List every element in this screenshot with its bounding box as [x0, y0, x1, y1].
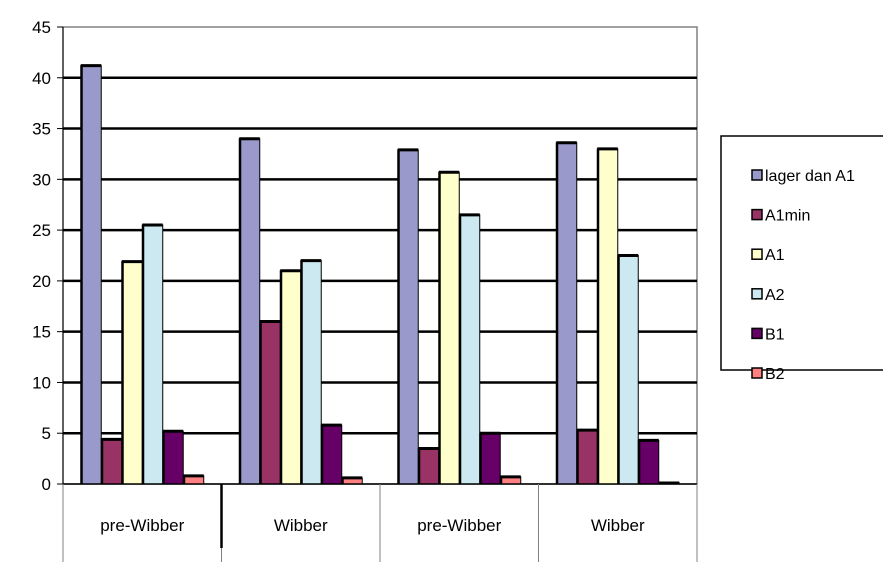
y-tick-label: 15 [32, 323, 51, 342]
y-tick-label: 40 [32, 69, 51, 88]
x-category-label: pre-Wibber [417, 516, 501, 535]
plot-area [62, 26, 698, 485]
bar-lager-dan-a1-2 [238, 138, 261, 485]
legend-box [720, 135, 883, 371]
bar-a1min-4 [576, 429, 598, 485]
legend-swatch [751, 169, 763, 181]
legend-swatch [751, 367, 763, 379]
y-tick-label: 0 [42, 475, 51, 494]
bar-a2-3 [458, 214, 481, 485]
y-tick-label: 20 [32, 272, 51, 291]
bar-b1-2 [320, 424, 343, 485]
bar-b1-1 [162, 430, 184, 485]
y-tick-label: 10 [32, 373, 51, 392]
bars [80, 64, 680, 485]
legend-label: B2 [765, 366, 785, 383]
bar-lager-dan-a1-4 [555, 142, 578, 485]
y-axis-tick-labels: 0 5 10 15 20 25 30 35 40 45 [32, 18, 51, 494]
legend-label: lager dan A1 [765, 168, 855, 185]
bar-a1min-2 [259, 321, 281, 485]
legend-swatch [751, 288, 763, 300]
bar-a2-4 [617, 255, 639, 485]
y-tick-label: 5 [42, 424, 51, 443]
y-tick-label: 30 [32, 170, 51, 189]
bar-a1-3 [438, 171, 460, 485]
x-category-label: Wibber [274, 516, 328, 535]
bar-a1-1 [121, 261, 143, 485]
y-tick-label: 25 [32, 221, 51, 240]
legend: lager dan A1 A1min A1 A2 B1 B2 [720, 135, 883, 383]
x-category-label: pre-Wibber [100, 516, 184, 535]
x-category-label: Wibber [591, 516, 645, 535]
legend-swatch [751, 248, 763, 260]
bar-a1min-3 [417, 447, 440, 485]
bar-a1-4 [596, 148, 619, 485]
x-axis-category-labels: pre-Wibber Wibber pre-Wibber Wibber [100, 516, 645, 535]
bar-b1-3 [479, 432, 501, 485]
legend-swatch [751, 327, 763, 340]
legend-label: A1min [765, 208, 810, 225]
bar-lager-dan-a1-1 [80, 65, 102, 485]
y-tick-label: 45 [32, 18, 51, 37]
legend-label: A1 [765, 247, 785, 264]
bar-a2-2 [300, 260, 322, 485]
legend-swatch [751, 208, 763, 221]
bar-a2-1 [141, 224, 164, 485]
bar-a1-2 [279, 270, 302, 485]
axes [57, 26, 698, 562]
bar-lager-dan-a1-3 [397, 149, 419, 485]
bar-b1-4 [637, 439, 660, 485]
legend-label: A2 [765, 287, 785, 304]
bar-a1min-1 [100, 438, 123, 485]
y-tick-label: 35 [32, 120, 51, 139]
legend-label: B1 [765, 326, 785, 343]
